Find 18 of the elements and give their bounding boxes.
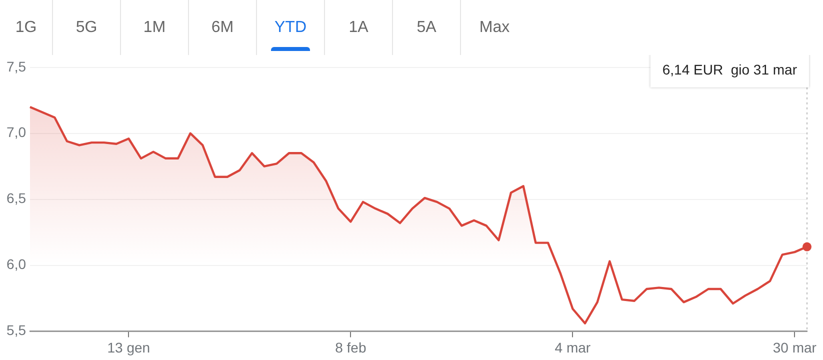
y-tick-label: 7,0 xyxy=(6,124,26,140)
text: 1A xyxy=(348,18,368,36)
x-tick-label: 30 mar xyxy=(772,339,817,356)
text: 1M xyxy=(143,18,166,36)
y-tick-label: 6,5 xyxy=(6,190,26,206)
y-tick-label: 6,0 xyxy=(6,256,26,272)
x-tick-label: 13 gen xyxy=(107,339,150,356)
x-tick-label: 8 feb xyxy=(335,339,366,356)
text: 5G xyxy=(76,18,98,36)
text: 1G xyxy=(15,18,37,36)
y-tick-label: 5,5 xyxy=(6,322,26,338)
text: 6M xyxy=(211,18,234,36)
text: YTD xyxy=(274,18,306,36)
text: 5A xyxy=(416,18,436,36)
y-tick-label: 7,5 xyxy=(6,58,26,74)
x-tick-label: 4 mar xyxy=(554,339,591,356)
annotation: 6,14 EUR gio 31 mar xyxy=(662,61,798,78)
text: Max xyxy=(479,18,510,36)
